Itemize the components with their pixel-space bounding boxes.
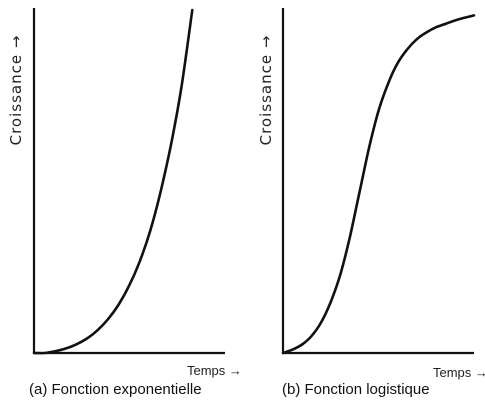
panel-caption: (b) Fonction logistique [282, 381, 430, 398]
panel-logistic: Croissance → Temps → (b) Fonction logist… [257, 8, 485, 398]
x-axis-label: Temps → [433, 365, 485, 380]
y-axis-label: Croissance → [257, 35, 275, 146]
panel-exponential: Croissance → Temps → (a) Fonction expone… [7, 8, 242, 398]
logistic-curve [281, 14, 476, 355]
x-axis-label: Temps → [187, 363, 242, 378]
y-axis-label: Croissance → [7, 35, 25, 146]
exponential-curve [32, 8, 194, 355]
panel-caption: (a) Fonction exponentielle [29, 381, 202, 398]
